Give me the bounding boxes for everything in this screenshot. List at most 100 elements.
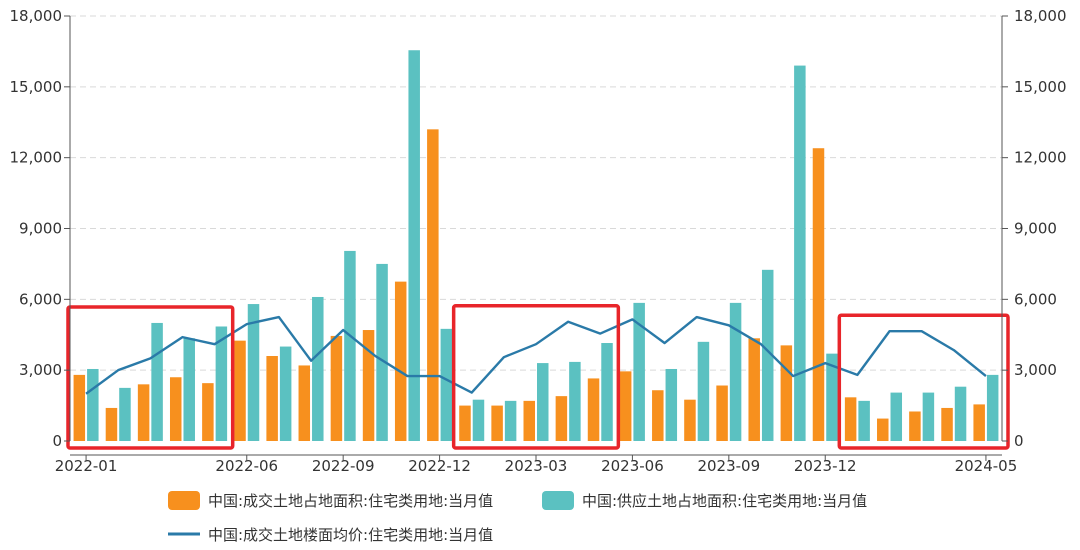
bar-supplied (440, 328, 453, 441)
bar-transacted (73, 374, 86, 441)
bar-transacted (555, 396, 568, 441)
bar-transacted (459, 405, 471, 441)
bar-supplied (633, 302, 645, 441)
bar-supplied (537, 363, 549, 441)
x-tick-label: 2023-06 (601, 457, 664, 475)
x-tick-label: 2023-12 (794, 457, 857, 475)
legend-label: 中国:成交土地占地面积:住宅类用地:当月值 (208, 492, 493, 510)
bar-supplied (247, 304, 260, 441)
bar-transacted (716, 385, 728, 441)
y-tick-label-left: 12,000 (10, 149, 63, 167)
axes: 0 3,000 6,000 9,000 12,000 15,000 18,000 0 3,000… (10, 7, 1067, 475)
bar-transacted (941, 407, 953, 441)
y-tick-label-left: 18,000 (10, 7, 63, 25)
bar-transacted (298, 365, 311, 441)
bar-transacted (973, 404, 985, 441)
bar-transacted (330, 335, 343, 441)
bar-transacted (491, 405, 503, 441)
bar-transacted (619, 371, 632, 441)
line-price (85, 315, 987, 395)
bar-supplied (504, 400, 517, 441)
y-tick-label-left: 9,000 (19, 220, 62, 238)
bar-supplied (697, 341, 710, 441)
y-tick-label-right: 15,000 (1014, 78, 1067, 96)
bar-supplied (986, 374, 999, 441)
bar-supplied (729, 302, 742, 441)
bar-supplied (376, 263, 388, 441)
legend-label: 中国:供应土地占地面积:住宅类用地:当月值 (582, 492, 867, 510)
bar-supplied (665, 368, 678, 441)
bar-transacted (427, 129, 439, 442)
y-tick-label-right: 3,000 (1014, 361, 1057, 379)
legend-item-supplied: 中国:供应土地占地面积:住宅类用地:当月值 (542, 491, 867, 510)
bar-transacted (684, 399, 696, 441)
y-tick-label-right: 6,000 (1014, 290, 1057, 308)
bar-transacted (266, 356, 278, 441)
bar-transacted (812, 148, 825, 441)
x-tick-label: 2022-01 (55, 457, 118, 475)
bar-transacted (587, 378, 600, 441)
legend-swatch (168, 491, 200, 510)
bar-supplied (858, 400, 870, 441)
bar-supplied (472, 399, 485, 441)
bar-supplied (601, 343, 613, 441)
bar-supplied (954, 386, 967, 441)
bar-supplied (569, 361, 581, 441)
bar-transacted (137, 384, 150, 441)
bar-transacted (234, 340, 246, 441)
bar-supplied (922, 392, 935, 441)
bar-transacted (780, 345, 793, 441)
bar-supplied (794, 65, 806, 441)
legend-label: 中国:成交土地楼面均价:住宅类用地:当月值 (208, 526, 493, 544)
y-tick-label-right: 9,000 (1014, 220, 1057, 238)
y-tick-label-left: 3,000 (19, 361, 62, 379)
x-tick-label: 2022-12 (408, 457, 471, 475)
bar-supplied (761, 269, 774, 441)
highlight-boxes (66, 304, 1010, 450)
highlight-box (837, 313, 1010, 450)
x-tick-label: 2023-03 (505, 457, 568, 475)
bar-marks (73, 50, 999, 442)
bar-supplied (215, 326, 228, 441)
y-tick-label-left: 15,000 (10, 78, 63, 96)
bar-supplied (87, 368, 99, 441)
x-tick-label: 2022-06 (215, 457, 278, 475)
bar-transacted (652, 390, 664, 441)
y-tick-label-right: 0 (1014, 432, 1024, 450)
bar-transacted (748, 338, 760, 441)
bar-transacted (105, 407, 118, 441)
x-tick-label: 2022-09 (312, 457, 375, 475)
bar-supplied (826, 353, 838, 441)
bar-transacted (877, 418, 889, 441)
bar-supplied (890, 392, 903, 441)
bar-transacted (169, 377, 182, 441)
y-tick-label-right: 18,000 (1014, 7, 1067, 25)
legend-item-price: 中国:成交土地楼面均价:住宅类用地:当月值 (168, 526, 493, 544)
bar-supplied (119, 387, 131, 441)
legend: 中国:成交土地占地面积:住宅类用地:当月值 中国:供应土地占地面积:住宅类用地:当… (168, 491, 867, 544)
highlight-box (66, 305, 235, 450)
bar-transacted (362, 330, 375, 441)
highlight-box (451, 304, 621, 450)
bar-supplied (279, 346, 292, 441)
bar-transacted (523, 400, 535, 441)
x-tick-label: 2024-05 (955, 457, 1018, 475)
x-tick-label: 2023-09 (697, 457, 760, 475)
bar-transacted (202, 383, 214, 441)
line-series (85, 315, 987, 395)
bar-supplied (312, 296, 324, 441)
bar-transacted (909, 411, 921, 441)
bar-supplied (183, 338, 195, 441)
y-tick-label-left: 0 (52, 432, 62, 450)
bar-supplied (344, 250, 356, 441)
bar-transacted (394, 281, 407, 441)
bar-supplied (151, 322, 163, 441)
legend-swatch (542, 491, 574, 510)
y-tick-label-right: 12,000 (1014, 149, 1067, 167)
y-tick-label-left: 6,000 (19, 290, 62, 308)
bar-supplied (408, 50, 420, 441)
grid-lines (70, 15, 1002, 371)
bar-transacted (844, 397, 857, 441)
legend-item-transacted: 中国:成交土地占地面积:住宅类用地:当月值 (168, 491, 493, 510)
